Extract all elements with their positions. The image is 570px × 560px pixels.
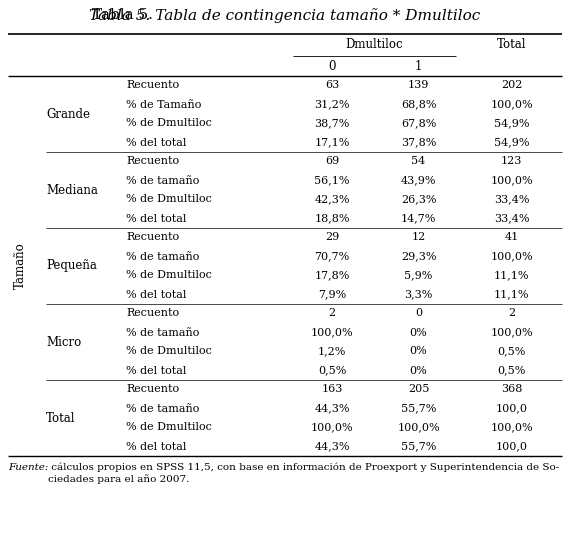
Text: 2: 2: [508, 309, 515, 319]
Text: Total: Total: [496, 39, 526, 52]
Text: 54,9%: 54,9%: [494, 119, 530, 128]
Text: 2: 2: [328, 309, 336, 319]
Text: % de Dmultiloc: % de Dmultiloc: [126, 119, 212, 128]
Text: 0%: 0%: [410, 347, 428, 357]
Text: % de tamaño: % de tamaño: [126, 328, 200, 338]
Text: 100,0: 100,0: [495, 441, 527, 451]
Text: Recuento: Recuento: [126, 156, 179, 166]
Text: 0,5%: 0,5%: [497, 347, 526, 357]
Text: 368: 368: [501, 385, 522, 394]
Text: Recuento: Recuento: [126, 309, 179, 319]
Text: 1,2%: 1,2%: [318, 347, 346, 357]
Text: 7,9%: 7,9%: [318, 290, 346, 300]
Text: % de Dmultiloc: % de Dmultiloc: [126, 194, 212, 204]
Text: Mediana: Mediana: [46, 184, 98, 197]
Text: % del total: % del total: [126, 290, 186, 300]
Text: 0: 0: [415, 309, 422, 319]
Text: 100,0%: 100,0%: [490, 422, 533, 432]
Text: 100,0%: 100,0%: [490, 328, 533, 338]
Text: 100,0%: 100,0%: [490, 251, 533, 262]
Text: 100,0: 100,0: [495, 404, 527, 413]
Text: 67,8%: 67,8%: [401, 119, 436, 128]
Text: Total: Total: [46, 412, 75, 424]
Text: 54,9%: 54,9%: [494, 138, 530, 147]
Text: 17,8%: 17,8%: [314, 270, 349, 281]
Text: 100,0%: 100,0%: [490, 100, 533, 110]
Text: Pequeña: Pequeña: [46, 259, 97, 273]
Text: 1: 1: [415, 59, 422, 72]
Text: 202: 202: [501, 81, 522, 91]
Text: 100,0%: 100,0%: [397, 422, 440, 432]
Text: % de tamaño: % de tamaño: [126, 175, 200, 185]
Text: Fuente:: Fuente:: [8, 463, 48, 472]
Text: 54: 54: [412, 156, 426, 166]
Text: % de Dmultiloc: % de Dmultiloc: [126, 347, 212, 357]
Text: 37,8%: 37,8%: [401, 138, 436, 147]
Text: % de Tamaño: % de Tamaño: [126, 100, 201, 110]
Text: % del total: % del total: [126, 441, 186, 451]
Text: % del total: % del total: [126, 366, 186, 376]
Text: 44,3%: 44,3%: [314, 441, 350, 451]
Text: 70,7%: 70,7%: [315, 251, 349, 262]
Text: 18,8%: 18,8%: [314, 213, 350, 223]
Text: 0: 0: [328, 59, 336, 72]
Text: 31,2%: 31,2%: [314, 100, 350, 110]
Text: % de Dmultiloc: % de Dmultiloc: [126, 422, 212, 432]
Text: 139: 139: [408, 81, 429, 91]
Text: 29: 29: [325, 232, 339, 242]
Text: 33,4%: 33,4%: [494, 213, 530, 223]
Text: 43,9%: 43,9%: [401, 175, 436, 185]
Text: 0%: 0%: [410, 366, 428, 376]
Text: 69: 69: [325, 156, 339, 166]
Text: Recuento: Recuento: [126, 232, 179, 242]
Text: 38,7%: 38,7%: [314, 119, 349, 128]
Text: % de tamaño: % de tamaño: [126, 251, 200, 262]
Text: 205: 205: [408, 385, 429, 394]
Text: Dmultiloc: Dmultiloc: [345, 39, 404, 52]
Text: 55,7%: 55,7%: [401, 441, 436, 451]
Text: 63: 63: [325, 81, 339, 91]
Text: Tabla 5.: Tabla 5.: [92, 8, 158, 22]
Text: 56,1%: 56,1%: [314, 175, 350, 185]
Text: 11,1%: 11,1%: [494, 270, 530, 281]
Text: % de Dmultiloc: % de Dmultiloc: [126, 270, 212, 281]
Text: Tabla 5. Tabla de contingencia tamaño * Dmultiloc: Tabla 5. Tabla de contingencia tamaño * …: [89, 8, 481, 23]
Text: Micro: Micro: [46, 335, 82, 348]
Text: 68,8%: 68,8%: [401, 100, 436, 110]
Text: 123: 123: [501, 156, 522, 166]
Text: 100,0%: 100,0%: [490, 175, 533, 185]
Text: % del total: % del total: [126, 138, 186, 147]
Text: 11,1%: 11,1%: [494, 290, 530, 300]
Text: 14,7%: 14,7%: [401, 213, 436, 223]
Text: Tamaño: Tamaño: [14, 242, 26, 290]
Text: 42,3%: 42,3%: [314, 194, 350, 204]
Text: 0,5%: 0,5%: [318, 366, 346, 376]
Text: % de tamaño: % de tamaño: [126, 404, 200, 413]
Text: 44,3%: 44,3%: [314, 404, 350, 413]
Text: 17,1%: 17,1%: [314, 138, 349, 147]
Text: 0%: 0%: [410, 328, 428, 338]
Text: 26,3%: 26,3%: [401, 194, 436, 204]
Text: 41: 41: [504, 232, 519, 242]
Text: % del total: % del total: [126, 213, 186, 223]
Text: 100,0%: 100,0%: [311, 328, 353, 338]
Text: 12: 12: [412, 232, 426, 242]
Text: 5,9%: 5,9%: [404, 270, 433, 281]
Text: 0,5%: 0,5%: [497, 366, 526, 376]
Text: Recuento: Recuento: [126, 385, 179, 394]
Text: 33,4%: 33,4%: [494, 194, 530, 204]
Text: 3,3%: 3,3%: [404, 290, 433, 300]
Text: Grande: Grande: [46, 108, 90, 120]
Text: 163: 163: [321, 385, 343, 394]
Text: cálculos propios en SPSS 11,5, con base en información de Proexport y Superinten: cálculos propios en SPSS 11,5, con base …: [48, 463, 560, 484]
Text: 29,3%: 29,3%: [401, 251, 436, 262]
Text: 55,7%: 55,7%: [401, 404, 436, 413]
Text: 100,0%: 100,0%: [311, 422, 353, 432]
Text: Recuento: Recuento: [126, 81, 179, 91]
